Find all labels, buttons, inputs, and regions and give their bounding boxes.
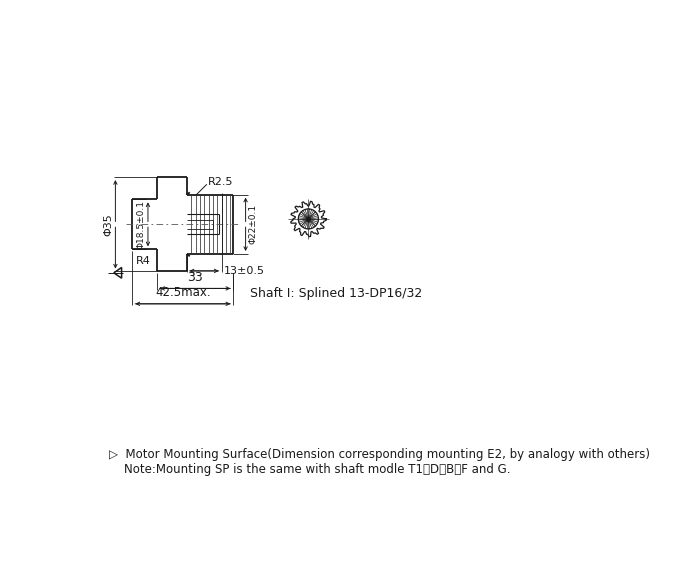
Text: R4: R4 (136, 256, 151, 266)
Text: 42.5max.: 42.5max. (155, 286, 211, 299)
Text: ▷  Motor Mounting Surface(Dimension corresponding mounting E2, by analogy with o: ▷ Motor Mounting Surface(Dimension corre… (109, 448, 650, 461)
Text: Φ22±0.1: Φ22±0.1 (248, 205, 257, 244)
Text: R2.5: R2.5 (208, 177, 233, 187)
Text: Φ35: Φ35 (104, 213, 113, 236)
Text: Φ18.5±0.1: Φ18.5±0.1 (136, 200, 146, 249)
Text: 13±0.5: 13±0.5 (224, 266, 265, 276)
Text: 33: 33 (188, 271, 203, 284)
Text: Shaft I: Splined 13-DP16/32: Shaft I: Splined 13-DP16/32 (251, 287, 423, 300)
Text: Note:Mounting SP is the same with shaft modle T1、D、B、F and G.: Note:Mounting SP is the same with shaft … (109, 463, 511, 476)
